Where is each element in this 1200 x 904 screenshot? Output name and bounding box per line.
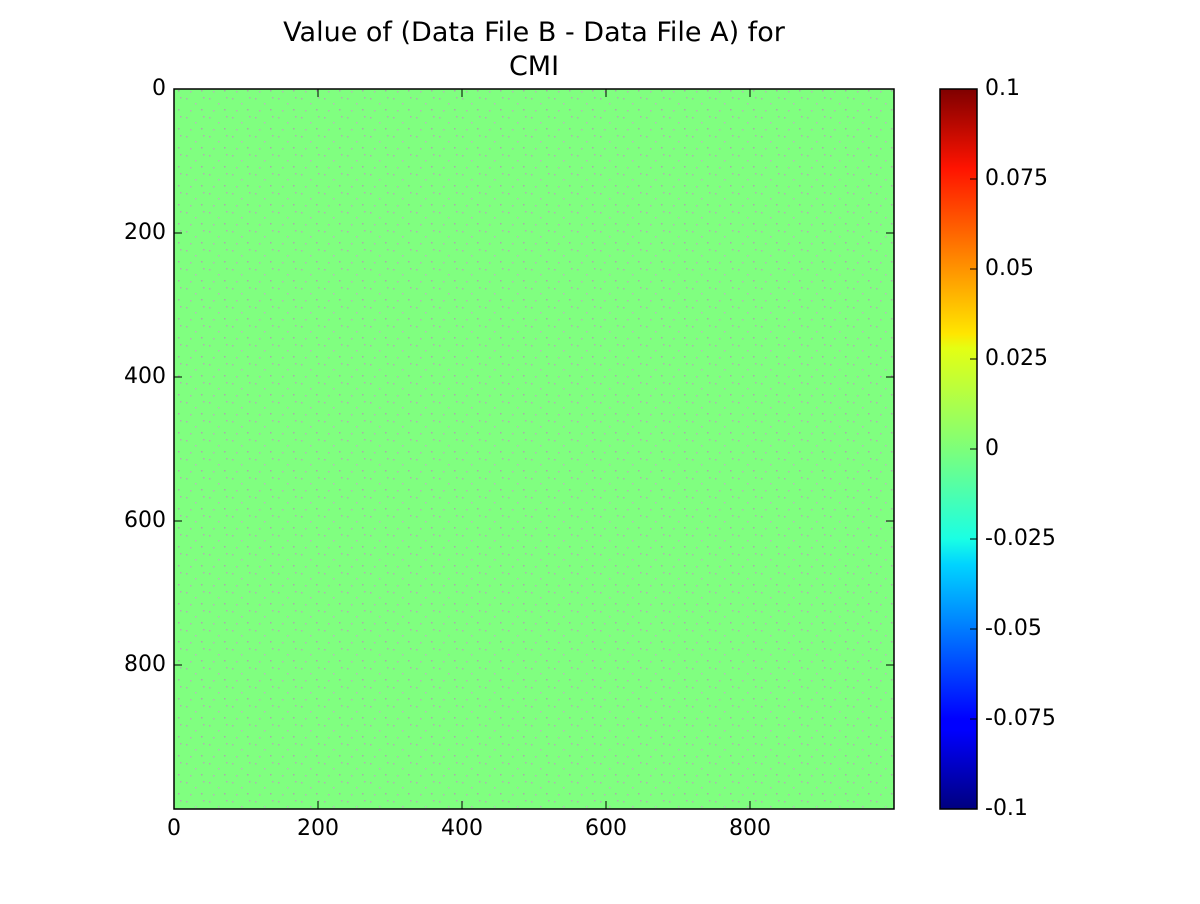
x-tick-label: 0 — [167, 816, 181, 841]
chart-title: Value of (Data File B - Data File A) for… — [283, 17, 785, 82]
colorbar-tick-label: -0.075 — [985, 706, 1056, 731]
y-tick-label: 200 — [124, 220, 166, 245]
colorbar-tick-label: -0.05 — [985, 616, 1042, 641]
y-tick-label: 600 — [124, 508, 166, 533]
colorbar-tick-label: -0.025 — [985, 526, 1056, 551]
y-tick-label: 800 — [124, 652, 166, 677]
x-tick-label: 800 — [729, 816, 771, 841]
colorbar-tick-label: 0.075 — [985, 166, 1048, 191]
x-tick-label: 600 — [585, 816, 627, 841]
plot-frame — [173, 88, 895, 810]
colorbar-tick-label: 0 — [985, 436, 999, 461]
colorbar-tick-label: -0.1 — [985, 796, 1028, 821]
missing-speckle — [174, 89, 894, 809]
y-tick-label: 400 — [124, 364, 166, 389]
colorbar-tick-label: 0.025 — [985, 346, 1048, 371]
colorbar-tick-label: 0.05 — [985, 256, 1034, 281]
x-tick-label: 400 — [441, 816, 483, 841]
colorbar-tick-label: 0.1 — [985, 76, 1020, 101]
x-tick-label: 200 — [297, 816, 339, 841]
y-tick-label: 0 — [152, 76, 166, 101]
